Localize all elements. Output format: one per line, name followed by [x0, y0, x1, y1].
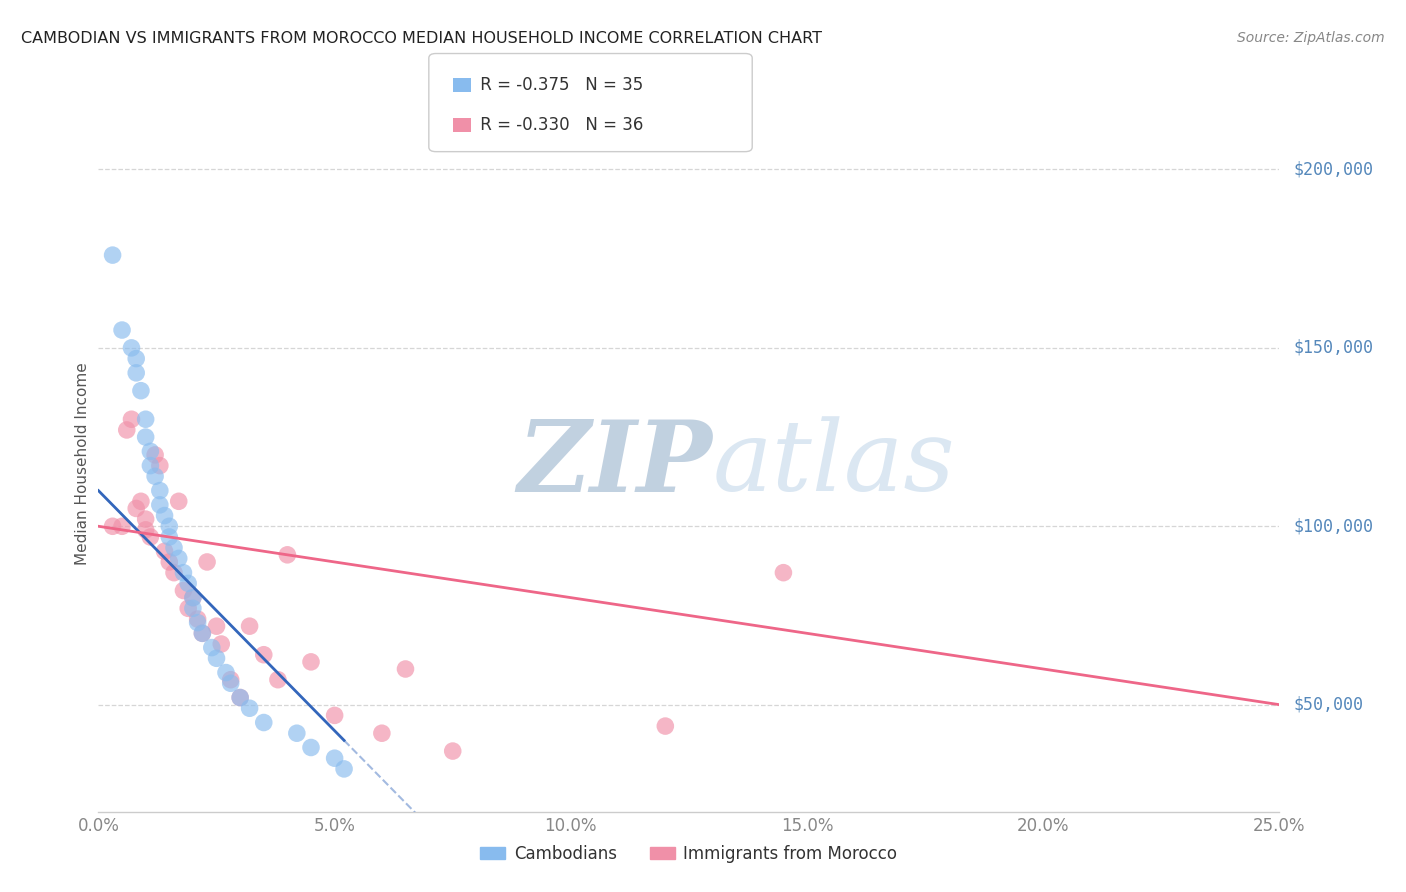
- Point: [191, 626, 214, 640]
- Point: [371, 726, 394, 740]
- Point: [654, 719, 676, 733]
- Point: [323, 708, 346, 723]
- Point: [129, 494, 152, 508]
- Point: [229, 690, 252, 705]
- Point: [139, 530, 162, 544]
- Point: [187, 612, 209, 626]
- Point: [772, 566, 794, 580]
- Point: [135, 430, 157, 444]
- Point: [125, 366, 148, 380]
- Point: [135, 523, 157, 537]
- Point: [219, 673, 242, 687]
- Point: [219, 676, 242, 690]
- Point: [181, 591, 204, 605]
- Point: [163, 541, 186, 555]
- Point: [143, 448, 166, 462]
- Point: [101, 248, 124, 262]
- Point: [323, 751, 346, 765]
- Point: [115, 423, 138, 437]
- Point: [149, 458, 172, 473]
- Point: [121, 412, 143, 426]
- Point: [167, 551, 190, 566]
- Point: [101, 519, 124, 533]
- Text: Source: ZipAtlas.com: Source: ZipAtlas.com: [1237, 31, 1385, 45]
- Point: [153, 508, 176, 523]
- Text: R = -0.375   N = 35: R = -0.375 N = 35: [475, 76, 644, 94]
- Point: [253, 715, 276, 730]
- Point: [215, 665, 238, 680]
- Point: [201, 640, 224, 655]
- Point: [181, 601, 204, 615]
- Point: [167, 494, 190, 508]
- Point: [441, 744, 464, 758]
- Point: [229, 690, 252, 705]
- Y-axis label: Median Household Income: Median Household Income: [75, 362, 90, 566]
- Point: [111, 323, 134, 337]
- Text: $100,000: $100,000: [1294, 517, 1374, 535]
- Point: [135, 412, 157, 426]
- Text: R = -0.330   N = 36: R = -0.330 N = 36: [475, 116, 644, 134]
- Text: atlas: atlas: [713, 417, 955, 511]
- Point: [135, 512, 157, 526]
- Point: [157, 555, 180, 569]
- Point: [172, 566, 194, 580]
- Point: [209, 637, 232, 651]
- Point: [205, 619, 228, 633]
- Point: [143, 469, 166, 483]
- Point: [125, 351, 148, 366]
- Point: [299, 740, 322, 755]
- Point: [239, 619, 262, 633]
- Point: [267, 673, 290, 687]
- Text: $200,000: $200,000: [1294, 161, 1374, 178]
- Point: [157, 530, 180, 544]
- Point: [157, 519, 180, 533]
- Text: $50,000: $50,000: [1294, 696, 1364, 714]
- Point: [177, 576, 200, 591]
- Point: [125, 501, 148, 516]
- Point: [205, 651, 228, 665]
- Point: [139, 458, 162, 473]
- Point: [129, 384, 152, 398]
- Point: [333, 762, 356, 776]
- Point: [195, 555, 218, 569]
- Legend: Cambodians, Immigrants from Morocco: Cambodians, Immigrants from Morocco: [474, 838, 904, 870]
- Point: [187, 615, 209, 630]
- Point: [239, 701, 262, 715]
- Point: [149, 498, 172, 512]
- Point: [285, 726, 308, 740]
- Point: [163, 566, 186, 580]
- Point: [153, 544, 176, 558]
- Point: [191, 626, 214, 640]
- Text: CAMBODIAN VS IMMIGRANTS FROM MOROCCO MEDIAN HOUSEHOLD INCOME CORRELATION CHART: CAMBODIAN VS IMMIGRANTS FROM MOROCCO MED…: [21, 31, 823, 46]
- Point: [111, 519, 134, 533]
- Point: [177, 601, 200, 615]
- Point: [276, 548, 298, 562]
- Point: [394, 662, 416, 676]
- Text: $150,000: $150,000: [1294, 339, 1374, 357]
- Point: [299, 655, 322, 669]
- Text: ZIP: ZIP: [517, 416, 713, 512]
- Point: [121, 341, 143, 355]
- Point: [181, 591, 204, 605]
- Point: [253, 648, 276, 662]
- Point: [139, 444, 162, 458]
- Point: [172, 583, 194, 598]
- Point: [149, 483, 172, 498]
